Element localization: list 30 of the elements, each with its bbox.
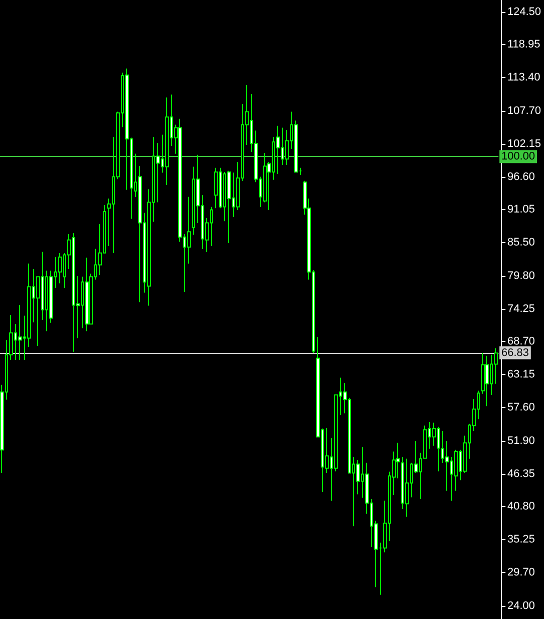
y-tick-label: 68.70	[507, 336, 535, 348]
candlestick	[227, 170, 231, 244]
ref-line-label: 66.83	[501, 346, 529, 359]
candlestick	[85, 257, 89, 332]
y-tick-label: 35.25	[507, 533, 535, 546]
y-tick-label: 51.90	[507, 435, 535, 448]
y-tick-label: 24.00	[507, 600, 535, 612]
y-tick-label: 63.15	[507, 368, 535, 381]
y-tick-label: 57.60	[507, 401, 535, 414]
y-tick-label: 91.05	[507, 204, 535, 216]
candlestick	[165, 97, 169, 186]
y-tick-label: 118.95	[507, 38, 540, 51]
ref-line-label: 100.00	[501, 150, 536, 163]
y-tick-label: 85.50	[507, 236, 535, 248]
y-tick-label: 102.15	[507, 138, 542, 150]
y-tick-label: 79.80	[507, 270, 535, 282]
y-tick-label: 46.35	[507, 468, 535, 480]
candlestick	[18, 304, 22, 361]
candlestick	[485, 355, 489, 407]
y-tick-label: 96.60	[507, 170, 535, 183]
y-tick-label: 113.40	[507, 71, 540, 84]
candlestick	[405, 458, 409, 518]
candlestick	[423, 425, 427, 460]
y-tick-label: 124.50	[507, 6, 542, 18]
y-tick-label: 40.80	[507, 500, 535, 513]
y-tick-label: 107.70	[507, 105, 542, 118]
y-tick-label: 74.25	[507, 302, 535, 315]
y-tick-label: 29.70	[507, 566, 535, 578]
candlestick	[214, 167, 218, 209]
candlestick	[58, 252, 62, 284]
